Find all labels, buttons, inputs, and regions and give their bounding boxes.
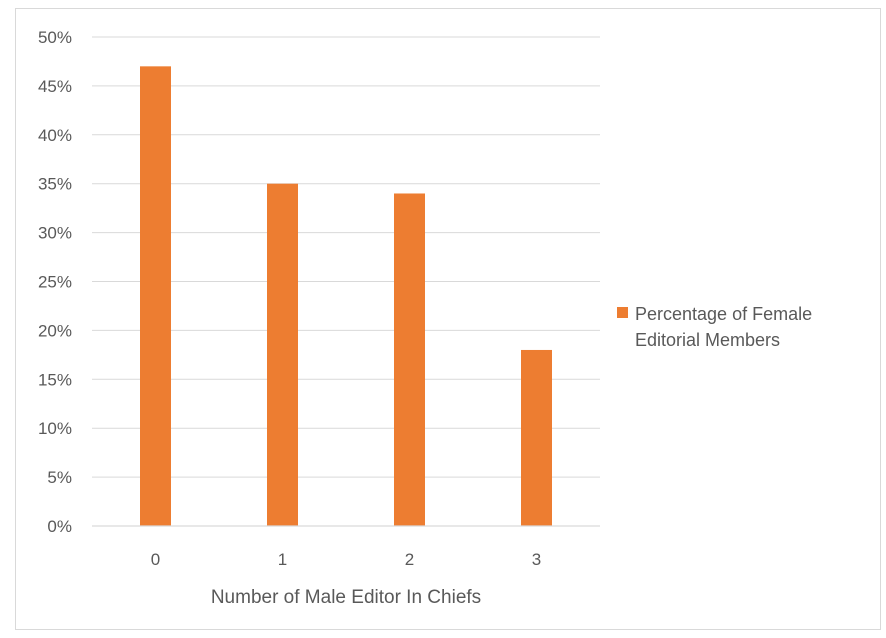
x-tick-label: 0 — [151, 550, 160, 569]
y-tick-label: 25% — [38, 273, 72, 292]
gridlines — [92, 36, 600, 478]
y-tick-label: 10% — [38, 419, 72, 438]
bars — [140, 66, 552, 527]
y-tick-label: 50% — [38, 28, 72, 47]
legend-label-line-1: Percentage of Female — [635, 304, 812, 324]
y-tick-label: 30% — [38, 224, 72, 243]
legend-label: Percentage of Female Editorial Members — [635, 304, 817, 350]
x-tick-label: 1 — [278, 550, 287, 569]
x-tick-label: 3 — [532, 550, 541, 569]
legend: Percentage of Female Editorial Members — [617, 304, 817, 350]
y-tick-label: 0% — [47, 517, 72, 536]
y-tick-label: 5% — [47, 468, 72, 487]
y-tick-label: 35% — [38, 175, 72, 194]
y-tick-label: 20% — [38, 321, 72, 340]
legend-label-line-2: Editorial Members — [635, 330, 780, 350]
y-tick-label: 15% — [38, 370, 72, 389]
x-axis-title: Number of Male Editor In Chiefs — [211, 587, 481, 608]
y-axis-ticks: 0% 5% 10% 15% 20% 25% 30% 35% 40% 45% 50% — [38, 28, 72, 536]
y-tick-label: 40% — [38, 126, 72, 145]
x-axis-ticks: 0 1 2 3 — [151, 550, 541, 569]
bar — [267, 183, 298, 526]
bar — [521, 349, 552, 526]
y-tick-label: 45% — [38, 77, 72, 96]
bar — [394, 193, 425, 527]
x-tick-label: 2 — [405, 550, 414, 569]
legend-swatch — [617, 307, 628, 318]
bar — [140, 66, 171, 526]
